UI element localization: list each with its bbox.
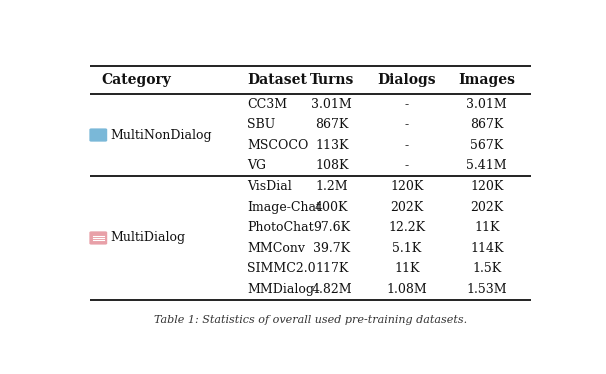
Text: Images: Images	[458, 73, 515, 87]
Text: CC3M: CC3M	[247, 98, 287, 111]
Text: MSCOCO: MSCOCO	[247, 139, 308, 152]
Text: 567K: 567K	[470, 139, 504, 152]
Text: 97.6K: 97.6K	[313, 221, 350, 234]
Text: MultiDialog: MultiDialog	[110, 232, 185, 245]
Text: Turns: Turns	[310, 73, 354, 87]
Text: 117K: 117K	[315, 262, 348, 275]
Text: Table 1: Statistics of overall used pre-training datasets.: Table 1: Statistics of overall used pre-…	[154, 315, 467, 325]
Text: 114K: 114K	[470, 242, 504, 255]
Text: 3.01M: 3.01M	[467, 98, 507, 111]
Text: 39.7K: 39.7K	[313, 242, 350, 255]
Text: Dialogs: Dialogs	[378, 73, 436, 87]
Text: 5.1K: 5.1K	[392, 242, 422, 255]
Text: 202K: 202K	[390, 200, 424, 214]
Text: 11K: 11K	[474, 221, 499, 234]
Text: 108K: 108K	[315, 159, 348, 172]
Text: MMConv: MMConv	[247, 242, 305, 255]
Text: 120K: 120K	[470, 180, 504, 193]
Text: PhotoChat: PhotoChat	[247, 221, 314, 234]
Text: -: -	[405, 139, 409, 152]
Text: 11K: 11K	[394, 262, 419, 275]
Text: -: -	[405, 118, 409, 131]
FancyBboxPatch shape	[89, 232, 107, 245]
Text: 867K: 867K	[315, 118, 348, 131]
Text: 400K: 400K	[315, 200, 348, 214]
Text: SBU: SBU	[247, 118, 275, 131]
Text: VG: VG	[247, 159, 266, 172]
Text: 120K: 120K	[390, 180, 424, 193]
Text: 12.2K: 12.2K	[388, 221, 425, 234]
Text: VisDial: VisDial	[247, 180, 292, 193]
Text: 1.5K: 1.5K	[472, 262, 501, 275]
Text: 4.82M: 4.82M	[311, 283, 352, 296]
Text: 202K: 202K	[470, 200, 504, 214]
Text: 5.41M: 5.41M	[467, 159, 507, 172]
Text: Dataset: Dataset	[247, 73, 307, 87]
Text: 3.01M: 3.01M	[311, 98, 352, 111]
FancyBboxPatch shape	[89, 128, 107, 142]
Text: 1.2M: 1.2M	[315, 180, 348, 193]
Text: MultiNonDialog: MultiNonDialog	[110, 129, 211, 141]
Text: -: -	[405, 98, 409, 111]
Text: SIMMC2.0: SIMMC2.0	[247, 262, 316, 275]
Text: 1.53M: 1.53M	[467, 283, 507, 296]
Text: 1.08M: 1.08M	[387, 283, 427, 296]
Text: 113K: 113K	[315, 139, 348, 152]
Text: Category: Category	[102, 73, 171, 87]
Text: 867K: 867K	[470, 118, 504, 131]
Text: Image-Chat: Image-Chat	[247, 200, 321, 214]
Text: MMDialog: MMDialog	[247, 283, 314, 296]
Text: -: -	[405, 159, 409, 172]
